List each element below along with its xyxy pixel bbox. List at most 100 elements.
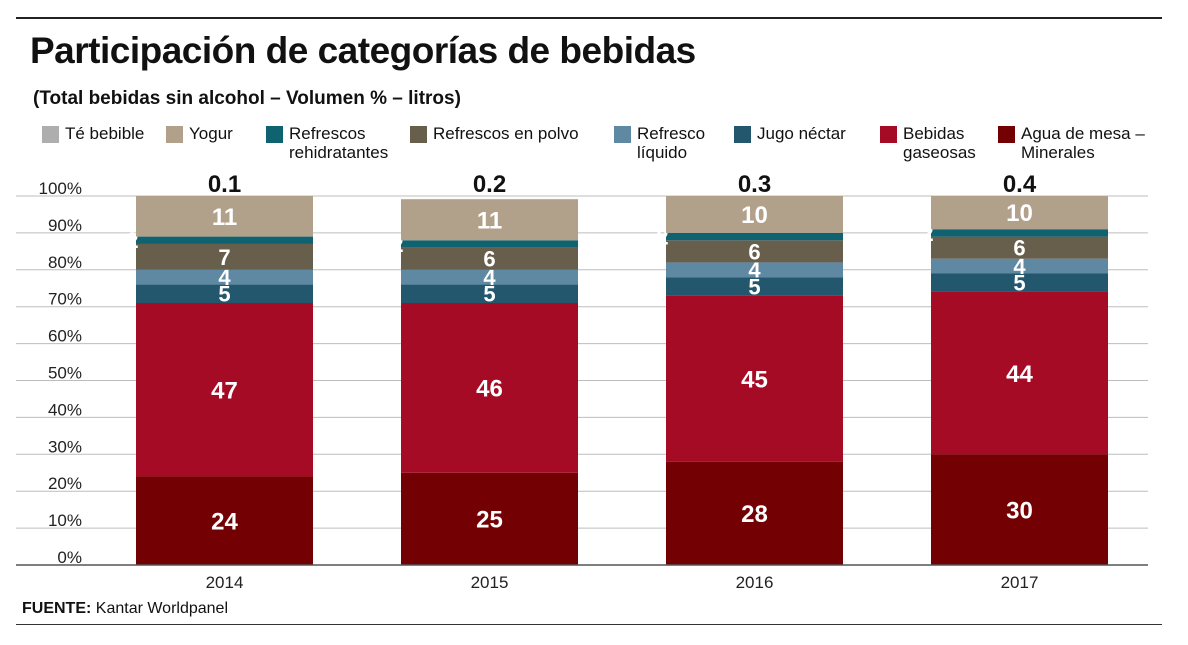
y-tick-label: 40% [48, 400, 82, 419]
data-label: 2 [391, 232, 403, 257]
bar-segment [136, 243, 313, 270]
bar-segment [136, 269, 313, 285]
chart-title: Participación de categorías de bebidas [30, 30, 696, 71]
data-label: 2 [656, 225, 668, 250]
x-tick-label: 2014 [206, 573, 244, 592]
bar-segment [136, 476, 313, 565]
y-tick-label: 30% [48, 437, 82, 456]
data-label: 2 [126, 228, 138, 253]
bar-segment [931, 229, 1108, 237]
legend-item: Refrescos rehidratantes [266, 124, 388, 162]
bar-segment [931, 236, 1108, 259]
data-label: 6 [748, 239, 760, 264]
bar-segment [401, 303, 578, 473]
top-label: 0.1 [208, 171, 241, 198]
bar-segment [666, 196, 843, 233]
data-label: 4 [1013, 254, 1026, 279]
data-label: 5 [748, 274, 760, 299]
data-label: 44 [1006, 361, 1033, 388]
legend-swatch [166, 126, 183, 143]
y-tick-label: 80% [48, 253, 82, 272]
legend-label: Refrescos rehidratantes [289, 124, 389, 162]
y-tick-label: 50% [48, 364, 82, 383]
y-tick-label: 10% [48, 511, 82, 530]
data-label: 5 [483, 282, 495, 307]
data-label: 30 [1006, 497, 1033, 524]
bar-segment [931, 196, 1108, 230]
x-tick-label: 2016 [736, 573, 774, 592]
bar-segment [666, 232, 843, 241]
data-label: 45 [741, 366, 768, 393]
legend-label: Refresco líquido [637, 124, 706, 162]
data-label: 6 [1013, 236, 1025, 261]
y-tick-label: 20% [48, 474, 82, 493]
legend-label: Bebidas gaseosas [903, 124, 976, 162]
legend-label: Yogur [189, 124, 233, 143]
bar-segment [136, 196, 313, 237]
bar-segment [666, 461, 843, 565]
legend-label: Té bebible [65, 124, 145, 143]
legend-item: Refresco líquido [614, 124, 705, 162]
top-label: 0.4 [1003, 171, 1037, 198]
data-label: 4 [218, 265, 231, 290]
y-tick-label: 60% [48, 327, 82, 346]
bar-segment [401, 284, 578, 304]
bottom-rule [16, 624, 1162, 625]
data-label: 25 [476, 507, 503, 534]
data-label: 11 [212, 204, 237, 231]
legend-label: Jugo néctar [757, 124, 846, 143]
data-label: 10 [741, 202, 768, 229]
data-label: 2 [921, 221, 933, 246]
data-label: 5 [218, 282, 230, 307]
source-text: Kantar Worldpanel [95, 600, 229, 617]
bar-segment [136, 303, 313, 477]
legend-item: Yogur [166, 124, 233, 143]
bar-segment [401, 269, 578, 285]
bar-segment [931, 454, 1108, 565]
top-label: 0.3 [738, 171, 771, 198]
bar-segment [136, 236, 313, 244]
bar-segment [931, 258, 1108, 274]
legend-item: Té bebible [42, 124, 144, 143]
bar-segment [666, 295, 843, 462]
source-label: FUENTE: [22, 600, 92, 617]
data-label: 4 [748, 258, 761, 283]
data-label: 47 [211, 377, 238, 404]
top-label: 0.2 [473, 171, 506, 198]
data-label: 10 [1006, 200, 1033, 227]
data-label: 7 [218, 245, 230, 270]
data-label: 6 [483, 247, 495, 272]
y-tick-label: 90% [48, 216, 82, 235]
bar-segment [401, 199, 578, 241]
bar-segment [401, 240, 578, 248]
legend-label: Refrescos en polvo [433, 124, 579, 143]
chart-subtitle: (Total bebidas sin alcohol – Volumen % –… [33, 88, 461, 109]
data-label: 46 [476, 376, 503, 403]
bar-segment [666, 277, 843, 296]
bar-segment [931, 273, 1108, 292]
y-tick-label: 100% [39, 179, 82, 198]
legend-swatch [734, 126, 751, 143]
data-label: 24 [211, 508, 238, 535]
data-label: 28 [741, 501, 768, 528]
legend-swatch [614, 126, 631, 143]
bar-segment [666, 240, 843, 263]
legend-swatch [998, 126, 1015, 143]
x-tick-label: 2017 [1001, 573, 1039, 592]
legend-item: Jugo néctar [734, 124, 846, 143]
data-label: 11 [477, 208, 502, 235]
legend-swatch [880, 126, 897, 143]
data-label: 4 [483, 265, 496, 290]
legend-item: Refrescos en polvo [410, 124, 579, 143]
legend-swatch [410, 126, 427, 143]
bar-segment [136, 284, 313, 304]
y-tick-label: 0% [57, 548, 82, 567]
x-tick-label: 2015 [471, 573, 509, 592]
data-label: 5 [1013, 271, 1025, 296]
bar-segment [401, 198, 578, 200]
legend-label: Agua de mesa – Minerales [1021, 124, 1145, 162]
top-rule [16, 17, 1162, 19]
legend-swatch [42, 126, 59, 143]
bar-segment [401, 472, 578, 565]
